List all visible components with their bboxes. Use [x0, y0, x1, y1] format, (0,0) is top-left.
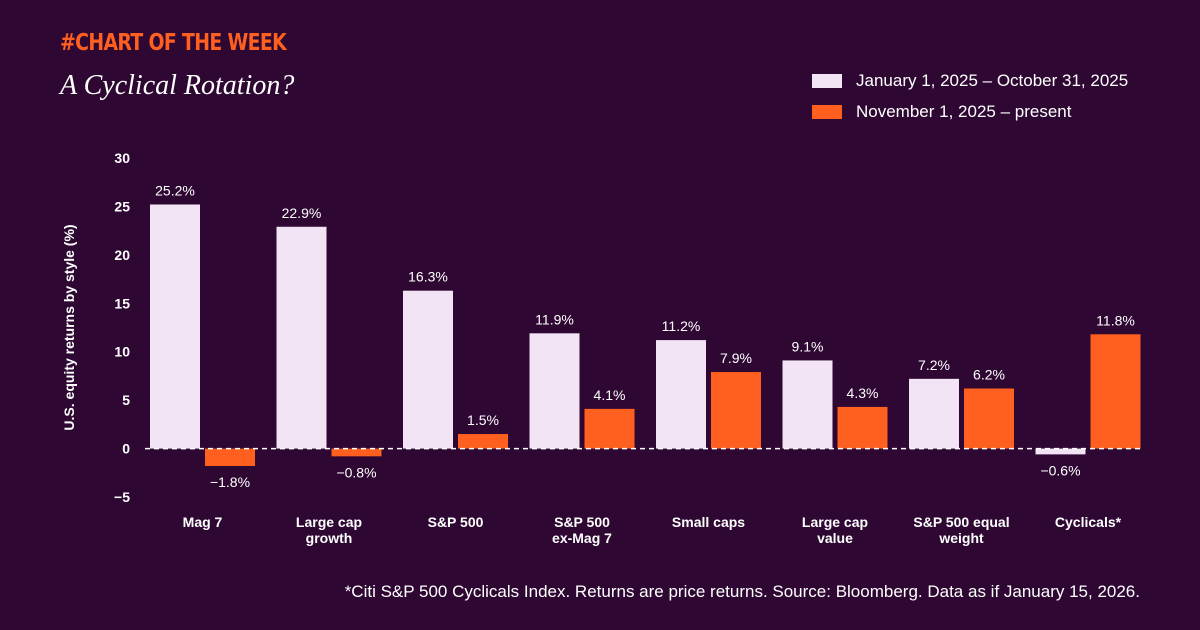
legend-swatch-series-2 [812, 104, 842, 119]
x-category-label: ex-Mag 7 [552, 530, 612, 546]
bar-series-2 [205, 448, 255, 467]
bar-series-2 [1090, 334, 1141, 449]
bar-series-1 [150, 204, 200, 449]
bar-series-2 [584, 408, 635, 449]
bar-series-2 [331, 448, 382, 457]
bar-series-1 [656, 340, 706, 449]
bar-series-2 [964, 388, 1014, 449]
legend-swatch-series-1 [812, 73, 842, 88]
x-category-label: Mag 7 [183, 514, 223, 530]
data-label-series-1: −0.6% [1040, 462, 1080, 478]
bar-series-2 [837, 406, 888, 449]
bar-series-1 [403, 290, 453, 449]
data-label-series-1: 22.9% [282, 205, 322, 221]
bar-series-2 [711, 372, 761, 449]
x-category-label: Large cap [296, 514, 362, 530]
y-tick-label: 15 [114, 295, 130, 311]
legend-item-series-2: November 1, 2025 – present [812, 99, 1128, 124]
y-tick-label: 5 [122, 392, 130, 408]
data-label-series-2: −0.8% [336, 464, 376, 480]
data-label-series-1: 25.2% [155, 182, 195, 198]
legend-item-series-1: January 1, 2025 – October 31, 2025 [812, 68, 1128, 93]
data-label-series-1: 16.3% [408, 269, 448, 285]
bar-series-1 [909, 378, 959, 449]
legend-label-series-2: November 1, 2025 – present [856, 101, 1072, 121]
data-label-series-2: 1.5% [467, 412, 499, 428]
bar-series-1 [782, 360, 833, 449]
x-category-label: Small caps [672, 514, 745, 530]
y-axis-title: U.S. equity returns by style (%) [61, 224, 77, 430]
data-label-series-1: 11.2% [662, 318, 701, 334]
x-category-label: S&P 500 [554, 514, 610, 530]
x-category-label: S&P 500 [428, 514, 484, 530]
y-tick-label: 0 [122, 441, 130, 457]
bar-series-1 [529, 333, 580, 449]
data-label-series-2: 11.8% [1096, 312, 1135, 328]
x-category-label: S&P 500 equal [913, 514, 1009, 530]
data-label-series-2: 6.2% [973, 367, 1005, 383]
y-tick-label: 25 [114, 198, 130, 214]
page-title: A Cyclical Rotation? [60, 70, 295, 101]
legend: January 1, 2025 – October 31, 2025 Novem… [812, 68, 1128, 130]
data-label-series-1: 7.2% [918, 357, 950, 373]
x-category-label: Large cap [802, 514, 868, 530]
data-label-series-2: 7.9% [720, 350, 752, 366]
footnote: *Citi S&P 500 Cyclicals Index. Returns a… [344, 582, 1140, 601]
y-tick-label: 20 [114, 247, 130, 263]
data-label-series-2: −1.8% [210, 474, 250, 490]
y-tick-label: 30 [114, 150, 130, 166]
data-label-series-2: 4.1% [594, 387, 626, 403]
x-category-label: value [817, 530, 853, 546]
chart-of-the-week-kicker: #CHART OF THE WEEK [60, 30, 287, 56]
x-category-label: growth [306, 530, 353, 546]
data-label-series-2: 4.3% [847, 385, 879, 401]
y-tick-label: 10 [114, 344, 130, 360]
data-label-series-1: 11.9% [535, 311, 574, 327]
bar-series-2 [458, 434, 508, 449]
y-tick-label: −5 [114, 489, 130, 505]
bar-series-1 [1035, 448, 1086, 455]
x-category-label: Cyclicals* [1055, 514, 1122, 530]
bar-series-1 [276, 226, 327, 449]
data-label-series-1: 9.1% [792, 338, 824, 354]
legend-label-series-1: January 1, 2025 – October 31, 2025 [856, 70, 1129, 90]
x-category-label: weight [938, 530, 984, 546]
